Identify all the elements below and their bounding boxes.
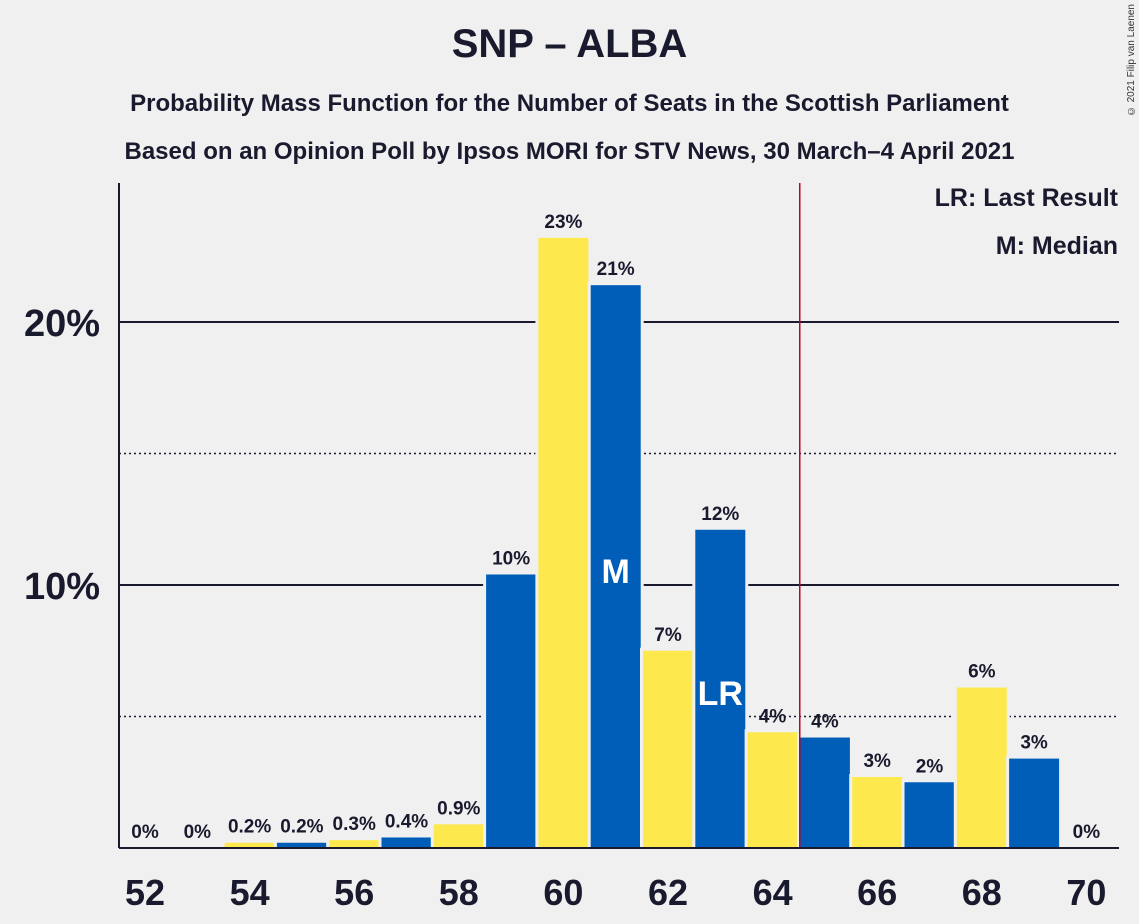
data-label: 21% <box>597 259 635 280</box>
bars <box>221 234 1063 849</box>
data-label: 4% <box>759 706 787 727</box>
x-tick-label: 70 <box>1066 872 1106 913</box>
y-tick-label: 10% <box>24 566 100 608</box>
data-label: 3% <box>863 751 891 772</box>
x-tick-label: 56 <box>334 872 374 913</box>
bar-seat-69 <box>1009 758 1060 848</box>
bar-seat-61 <box>590 285 641 848</box>
data-label: 3% <box>1020 733 1048 754</box>
data-label: 12% <box>701 504 739 525</box>
x-tick-label: 52 <box>125 872 165 913</box>
data-label: 2% <box>916 756 944 777</box>
bar-seat-67 <box>904 782 955 848</box>
bar-seat-54 <box>224 842 275 848</box>
data-label: 0% <box>1073 822 1101 843</box>
data-label: 0.9% <box>437 798 480 819</box>
bar-seat-56 <box>329 840 380 848</box>
data-label: 10% <box>492 548 530 569</box>
data-label: 0.2% <box>280 817 323 838</box>
bar-seat-58 <box>433 824 484 848</box>
data-label: 0.2% <box>228 817 271 838</box>
chart-subtitle-source: Based on an Opinion Poll by Ipsos MORI f… <box>124 138 1015 165</box>
data-label: 6% <box>968 662 996 683</box>
axes: 10% 20% 52 54 56 58 60 62 64 66 68 70 <box>24 183 1119 913</box>
data-label: 23% <box>544 212 582 233</box>
data-label: 0% <box>184 822 212 843</box>
x-tick-label: 64 <box>753 872 793 913</box>
x-tick-label: 58 <box>439 872 479 913</box>
x-tick-label: 66 <box>857 872 897 913</box>
data-label: 0.3% <box>333 814 376 835</box>
bar-seat-59 <box>486 574 537 848</box>
bar-seat-63 <box>695 529 746 848</box>
data-labels: 0% 0% 0.2% 0.2% 0.3% 0.4% 0.9% 10% 23% 21% 7% 12% 4%… <box>131 212 1100 843</box>
x-tick-label: 54 <box>230 872 270 913</box>
chart-title: SNP – ALBA <box>451 22 688 66</box>
median-marker: M <box>602 553 630 591</box>
y-tick-label: 20% <box>24 303 100 345</box>
data-label: 0.4% <box>385 811 428 832</box>
last-result-marker: LR <box>698 675 743 713</box>
data-label: 7% <box>654 625 682 646</box>
chart-subtitle: Probability Mass Function for the Number… <box>130 90 1009 117</box>
x-tick-label: 60 <box>543 872 583 913</box>
x-tick-label: 68 <box>962 872 1002 913</box>
bar-seat-57 <box>381 837 432 848</box>
bar-seat-55 <box>276 842 327 848</box>
data-label: 0% <box>131 822 159 843</box>
bar-seat-62 <box>643 650 693 848</box>
bar-seat-68 <box>956 687 1007 848</box>
bar-seat-65 <box>799 737 850 848</box>
bar-seat-66 <box>852 776 903 848</box>
data-label: 4% <box>811 712 839 733</box>
legend-median: M: Median <box>995 232 1118 260</box>
legend-last-result: LR: Last Result <box>934 184 1118 212</box>
x-tick-label: 62 <box>648 872 688 913</box>
bar-seat-60 <box>538 237 589 849</box>
bar-seat-64 <box>747 732 798 848</box>
